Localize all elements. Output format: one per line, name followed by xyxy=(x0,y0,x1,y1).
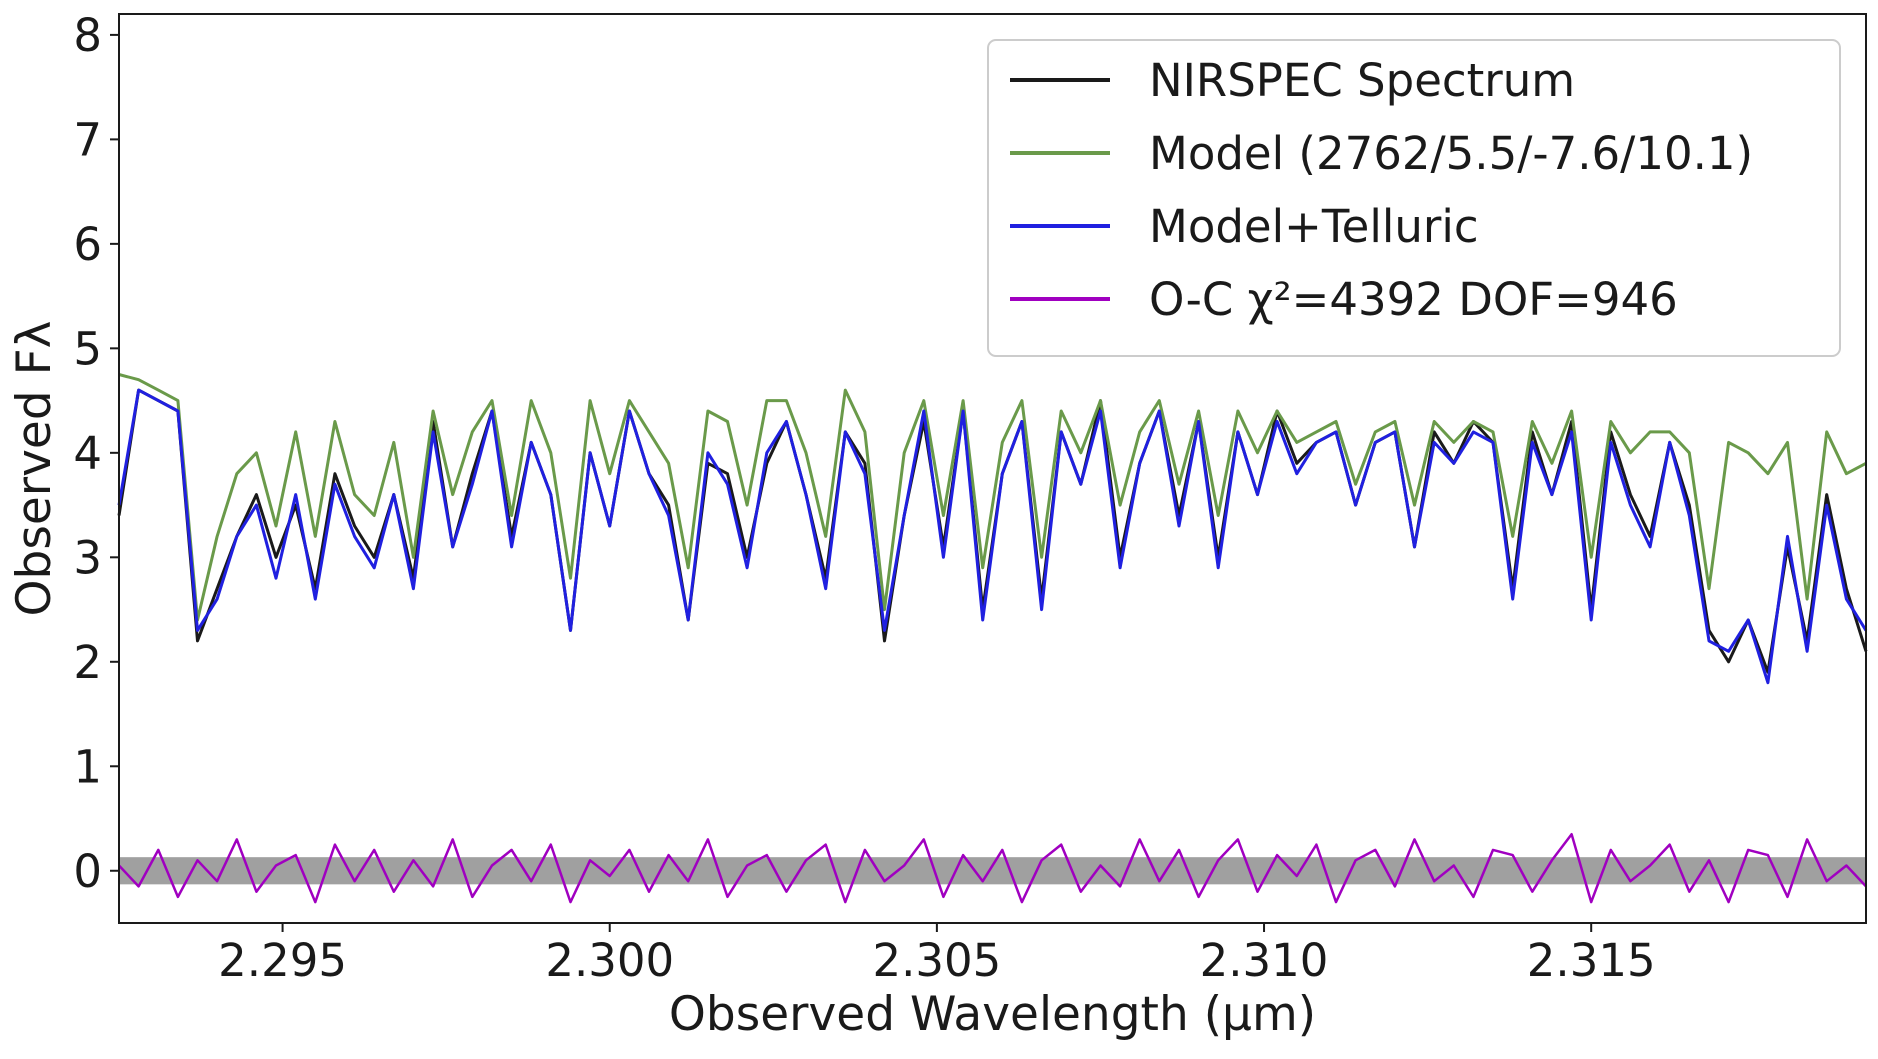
y-axis-ticks: 0 1 2 3 4 5 6 7 8 xyxy=(73,9,119,898)
y-tick-label: 0 xyxy=(73,845,102,898)
x-tick-label: 2.315 xyxy=(1527,934,1656,987)
series-line-1 xyxy=(118,373,1867,622)
legend: NIRSPEC Spectrum Model (2762/5.5/-7.6/10.… xyxy=(987,39,1841,357)
legend-label: O-C χ²=4392 DOF=946 xyxy=(1149,273,1678,326)
y-tick-label: 5 xyxy=(73,322,102,375)
y-axis-label: Observed Fλ xyxy=(7,321,62,617)
legend-label: Model (2762/5.5/-7.6/10.1) xyxy=(1149,127,1753,180)
series-lines xyxy=(117,373,1868,904)
x-axis-ticks: 2.295 2.300 2.305 2.310 2.315 xyxy=(218,923,1656,987)
x-tick-label: 2.295 xyxy=(218,934,347,987)
y-tick-label: 1 xyxy=(73,740,102,793)
series-line-2 xyxy=(117,388,1868,685)
legend-box xyxy=(987,39,1841,357)
y-tick-label: 4 xyxy=(73,427,102,480)
x-tick-label: 2.310 xyxy=(1200,934,1329,987)
y-tick-label: 2 xyxy=(73,636,102,689)
y-tick-label: 6 xyxy=(73,218,102,271)
error-band xyxy=(119,857,1866,885)
legend-label: Model+Telluric xyxy=(1149,200,1479,253)
y-tick-label: 7 xyxy=(73,113,102,166)
y-tick-label: 3 xyxy=(73,531,102,584)
plot-frame xyxy=(118,13,1867,924)
x-tick-label: 2.305 xyxy=(872,934,1001,987)
x-tick-label: 2.300 xyxy=(545,934,674,987)
residual-error-band xyxy=(119,857,1866,885)
y-tick-label: 8 xyxy=(73,9,102,62)
x-axis-label: Observed Wavelength (μm) xyxy=(669,987,1316,1042)
series-line-3 xyxy=(118,832,1867,904)
series-line-0 xyxy=(117,388,1868,674)
legend-label: NIRSPEC Spectrum xyxy=(1149,54,1575,107)
